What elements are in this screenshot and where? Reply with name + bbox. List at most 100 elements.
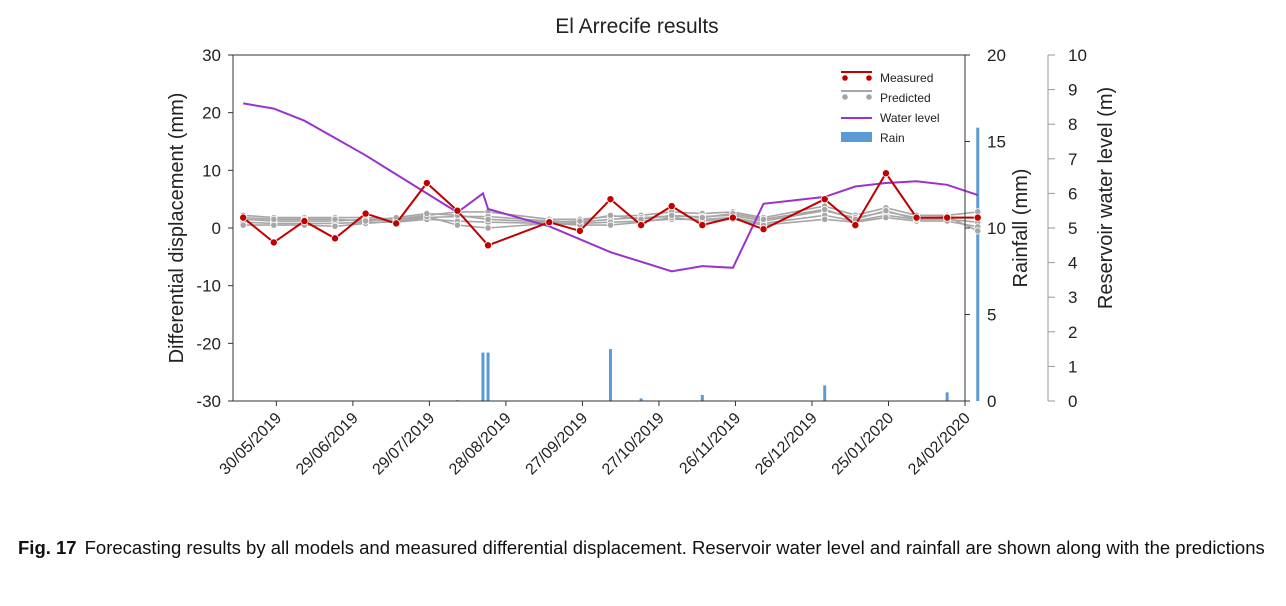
measured-point — [606, 195, 615, 204]
predicted-point — [331, 222, 339, 230]
rain-tick-label: 0 — [987, 392, 996, 411]
legend-water-label: Water level — [880, 111, 940, 125]
predicted-point — [668, 211, 676, 219]
measured-point — [667, 202, 676, 211]
rain-bar — [486, 352, 490, 401]
legend-predicted-dot — [842, 94, 848, 100]
measured-point — [361, 209, 370, 218]
measured-line — [242, 171, 978, 247]
water-tick-label: 9 — [1068, 81, 1077, 100]
rain-bar — [823, 385, 827, 401]
measured-point — [575, 226, 584, 235]
predicted-point — [882, 207, 890, 215]
legend-measured-dot — [842, 75, 848, 81]
x-tick-label: 29/06/2019 — [293, 410, 362, 479]
predicted-point — [362, 217, 370, 225]
x-tick-label: 24/02/2020 — [905, 410, 974, 479]
water-tick-label: 6 — [1068, 184, 1077, 203]
water-level-line — [243, 102, 979, 273]
water-tick-label: 2 — [1068, 323, 1077, 342]
x-tick-label: 28/08/2019 — [446, 410, 515, 479]
measured-point — [851, 221, 860, 230]
x-tick-label: 26/12/2019 — [752, 410, 821, 479]
measured-point — [973, 213, 982, 222]
y-axis-rain-label: Rainfall (mm) — [1010, 169, 1032, 288]
measured-point — [331, 234, 340, 243]
rain-tick-label: 10 — [987, 219, 1006, 238]
predicted-point — [821, 205, 829, 214]
predicted-point — [484, 215, 492, 223]
measured-point — [637, 221, 646, 230]
predicted-point — [453, 221, 462, 229]
chart: El Arrecife results 30/05/2019 29/06/2019… — [166, 15, 1117, 478]
predicted-point — [606, 211, 615, 219]
measured-point — [392, 219, 401, 228]
y-tick-label: 30 — [202, 46, 221, 65]
water-level-series — [243, 102, 979, 273]
x-tick-label: 27/10/2019 — [599, 410, 668, 479]
predicted-point — [484, 224, 492, 232]
rain-bar — [945, 392, 949, 401]
predicted-point — [576, 217, 584, 225]
measured-point — [300, 217, 309, 226]
figure-caption: Fig. 17 Forecasting results by all models… — [18, 536, 1273, 559]
predicted-point — [270, 215, 278, 223]
rain-bar — [976, 127, 980, 401]
water-tick-label: 3 — [1068, 288, 1077, 307]
legend-rain-swatch — [841, 132, 872, 142]
measured-point — [422, 179, 431, 188]
y-tick-label: -20 — [196, 334, 221, 353]
legend-measured-label: Measured — [880, 71, 933, 85]
measured-point — [545, 218, 554, 227]
predicted-point — [974, 227, 982, 235]
y-tick-label: 20 — [202, 104, 221, 123]
measured-point — [269, 238, 278, 247]
y-tick-label: -30 — [196, 392, 221, 411]
y-tick-label: 10 — [202, 161, 221, 180]
legend-measured-dot — [866, 75, 872, 81]
water-tick-label: 0 — [1068, 392, 1077, 411]
x-tick-label: 29/07/2019 — [370, 410, 439, 479]
measured-point — [912, 213, 921, 222]
caption-label: Fig. 17 — [18, 537, 77, 558]
caption-text: Forecasting results by all models and me… — [84, 537, 1265, 558]
x-tick-label: 26/11/2019 — [676, 410, 744, 478]
y-axis-water-label: Reservoir water level (m) — [1095, 87, 1117, 309]
rain-bars — [455, 127, 980, 401]
measured-point — [943, 213, 952, 222]
water-tick-label: 8 — [1068, 115, 1077, 134]
predicted-point — [423, 209, 431, 218]
measured-point — [239, 213, 248, 222]
measured-point — [820, 195, 829, 204]
measured-series — [239, 169, 982, 250]
legend-predicted-label: Predicted — [880, 91, 931, 105]
predicted-point — [882, 214, 890, 222]
predicted-point — [821, 215, 829, 223]
rain-tick-label: 20 — [987, 46, 1006, 65]
water-tick-label: 1 — [1068, 357, 1077, 376]
chart-title: El Arrecife results — [555, 15, 718, 38]
water-tick-label: 5 — [1068, 219, 1077, 238]
predicted-point — [239, 221, 247, 229]
legend-predicted-dot — [866, 94, 872, 100]
water-tick-label: 7 — [1068, 150, 1077, 169]
measured-point — [759, 225, 768, 234]
measured-point — [728, 213, 737, 222]
rain-tick-label: 15 — [987, 133, 1006, 152]
predicted-point — [331, 215, 339, 223]
measured-point — [881, 169, 890, 178]
rain-bar — [481, 352, 485, 401]
measured-point — [698, 221, 707, 230]
y-tick-label: -10 — [196, 277, 221, 296]
x-axis: 30/05/2019 29/06/2019 29/07/2019 28/08/2019… — [217, 401, 974, 478]
measured-point — [453, 206, 462, 215]
rain-bar — [608, 349, 612, 401]
y-tick-label: 0 — [212, 219, 221, 238]
x-tick-label: 25/01/2020 — [829, 410, 898, 479]
legend-rain-label: Rain — [880, 131, 905, 145]
predicted-series-group — [239, 202, 982, 235]
predicted-point — [698, 214, 706, 222]
rain-bar — [700, 394, 704, 401]
predicted-point — [759, 215, 768, 223]
